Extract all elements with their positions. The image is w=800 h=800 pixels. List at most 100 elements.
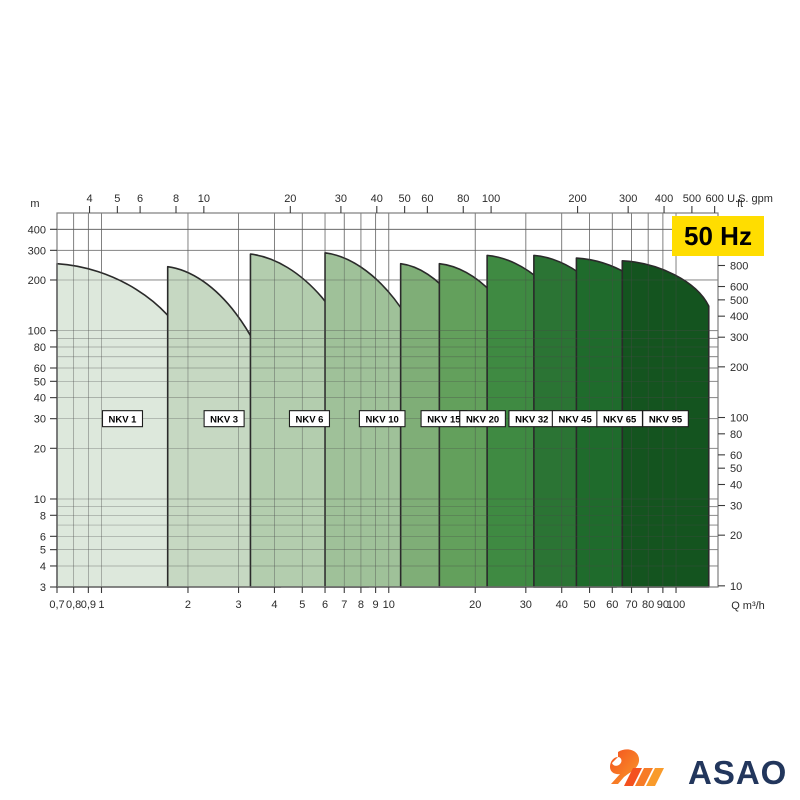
pump-label-nkv-6: NKV 6 xyxy=(288,410,331,428)
x-axis-unit-label: Q m³/h xyxy=(731,600,765,612)
frequency-badge-text: 50 Hz xyxy=(684,221,752,251)
ytick-label-left: 100 xyxy=(28,326,46,338)
xtick-label-bottom: 10 xyxy=(383,599,395,611)
xtick-label-bottom: 0,7 xyxy=(49,599,64,611)
logo-bar-2 xyxy=(635,768,653,786)
xtick-label-bottom: 30 xyxy=(520,599,532,611)
ytick-label-right: 30 xyxy=(730,501,742,513)
xtick-label-top: 50 xyxy=(399,193,411,205)
ytick-label-right: 200 xyxy=(730,362,748,374)
pump-label-box xyxy=(203,410,245,428)
xtick-label-top: 10 xyxy=(198,193,210,205)
logo-bar-1 xyxy=(624,768,642,786)
ytick-label-left: 40 xyxy=(34,393,46,405)
ytick-label-left: 8 xyxy=(40,510,46,522)
pump-label-text: NKV 20 xyxy=(466,415,499,426)
ytick-label-left: 5 xyxy=(40,545,46,557)
ytick-label-right: 300 xyxy=(730,332,748,344)
ytick-label-left: 3 xyxy=(40,582,46,594)
y-axis-unit-label: m xyxy=(30,198,39,210)
ytick-label-right: 800 xyxy=(730,260,748,272)
ytick-label-left: 60 xyxy=(34,363,46,375)
xtick-label-top: 600 xyxy=(705,193,723,205)
ytick-label-left: 50 xyxy=(34,376,46,388)
xtick-label-top: 5 xyxy=(114,193,120,205)
ytick-label-left: 4 xyxy=(40,561,46,573)
pump-label-nkv-65: NKV 65 xyxy=(596,410,643,428)
pump-label-nkv-10: NKV 10 xyxy=(358,410,406,428)
pump-label-nkv-3: NKV 3 xyxy=(203,410,245,428)
xtick-label-bottom: 60 xyxy=(606,599,618,611)
plot-border xyxy=(56,212,719,588)
frequency-badge-background xyxy=(672,216,764,256)
xtick-label-bottom: 2 xyxy=(185,599,191,611)
pump-label-text: NKV 95 xyxy=(649,415,683,426)
ytick-label-left: 200 xyxy=(28,275,46,287)
xtick-label-top: 500 xyxy=(683,193,701,205)
xtick-label-top: 30 xyxy=(335,193,347,205)
asao-logo: ASAO xyxy=(610,749,787,791)
frequency-badge: 50 Hz xyxy=(672,216,764,256)
xtick-label-top: 4 xyxy=(86,193,92,205)
pump-label-text: NKV 1 xyxy=(108,415,137,426)
top-axis-unit-label: U.S. gpm xyxy=(727,193,773,205)
xtick-label-top: 200 xyxy=(568,193,586,205)
ytick-label-right: 60 xyxy=(730,450,742,462)
xtick-label-bottom: 100 xyxy=(667,599,685,611)
xtick-label-bottom: 7 xyxy=(341,599,347,611)
pump-label-text: NKV 32 xyxy=(515,415,548,426)
pump-label-nkv-1: NKV 1 xyxy=(101,410,144,428)
ytick-label-right: 10 xyxy=(730,581,742,593)
logo-group: ASAO xyxy=(610,749,787,791)
xtick-label-top: 40 xyxy=(371,193,383,205)
xtick-label-bottom: 3 xyxy=(235,599,241,611)
pump-label-box xyxy=(358,410,406,428)
logo-wordmark: ASAO xyxy=(688,754,787,791)
pump-label-nkv-20: NKV 20 xyxy=(459,410,506,428)
pump-label-text: NKV 6 xyxy=(295,415,323,426)
xtick-label-top: 400 xyxy=(655,193,673,205)
pump-label-nkv-32: NKV 32 xyxy=(508,410,556,428)
xtick-label-bottom: 0,9 xyxy=(81,599,96,611)
ytick-label-right: 400 xyxy=(730,311,748,323)
xtick-label-top: 100 xyxy=(482,193,500,205)
ytick-label-right: 40 xyxy=(730,479,742,491)
pump-labels-layer: NKV 1 NKV 3 NKV 6 NKV 10 NKV 15 NKV 20 NKV 32 N… xyxy=(101,410,689,428)
pump-label-text: NKV 45 xyxy=(558,415,592,426)
xtick-label-top: 8 xyxy=(173,193,179,205)
pump-label-text: NKV 10 xyxy=(366,415,399,426)
ytick-label-right: 20 xyxy=(730,530,742,542)
pump-label-box xyxy=(642,410,689,428)
ytick-label-right: 50 xyxy=(730,463,742,475)
ytick-label-right: 600 xyxy=(730,282,748,294)
xtick-label-bottom: 8 xyxy=(358,599,364,611)
xtick-label-top: 300 xyxy=(619,193,637,205)
ytick-label-right: 500 xyxy=(730,295,748,307)
pump-label-nkv-95: NKV 95 xyxy=(642,410,689,428)
ytick-label-left: 80 xyxy=(34,342,46,354)
logo-swan-mark xyxy=(610,749,640,784)
ytick-label-left: 30 xyxy=(34,414,46,426)
pump-label-text: NKV 3 xyxy=(210,415,238,426)
ytick-label-right: 80 xyxy=(730,429,742,441)
logo-bar-3 xyxy=(646,768,664,786)
xtick-label-bottom: 50 xyxy=(583,599,595,611)
xtick-label-bottom: 20 xyxy=(469,599,481,611)
xtick-label-bottom: 40 xyxy=(556,599,568,611)
pump-label-text: NKV 15 xyxy=(427,415,461,426)
xtick-label-bottom: 5 xyxy=(299,599,305,611)
xtick-label-top: 80 xyxy=(457,193,469,205)
ytick-label-left: 400 xyxy=(28,224,46,236)
ytick-label-left: 6 xyxy=(40,531,46,543)
ytick-label-left: 20 xyxy=(34,443,46,455)
xtick-label-bottom: 80 xyxy=(642,599,654,611)
pump-label-box xyxy=(101,410,144,428)
pump-label-box xyxy=(459,410,506,428)
pump-label-text: NKV 65 xyxy=(603,415,637,426)
plot-frame xyxy=(56,212,719,588)
xtick-label-bottom: 4 xyxy=(271,599,277,611)
xtick-label-top: 20 xyxy=(284,193,296,205)
xtick-label-bottom: 9 xyxy=(373,599,379,611)
